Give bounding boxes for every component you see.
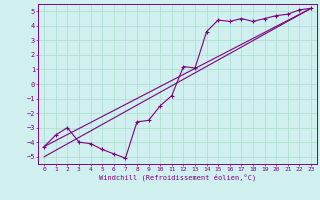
X-axis label: Windchill (Refroidissement éolien,°C): Windchill (Refroidissement éolien,°C) xyxy=(99,174,256,181)
